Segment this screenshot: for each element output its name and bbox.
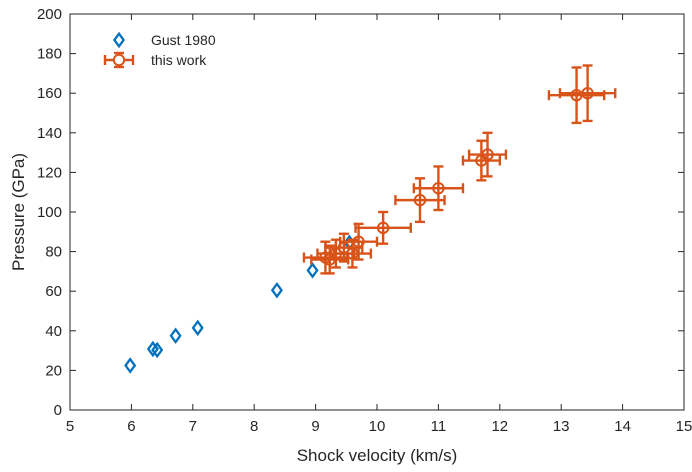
circle-marker: [481, 148, 494, 161]
ticks-layer: 5 6 7 8 9 10 11 12 13 14 15 0 20 40 60 80 100 120 140 160 18…: [37, 6, 692, 435]
y-axis-title: Pressure (GPa): [9, 153, 28, 271]
diamond-point-2: [151, 341, 164, 359]
x-tick-label-6: 11: [431, 418, 447, 435]
x-tick-label-8: 13: [553, 418, 570, 435]
y-tick-label-0: 0: [54, 402, 62, 419]
legend-label-series-1: Gust 1980: [151, 32, 216, 48]
diamond-point-0: [124, 357, 137, 374]
y-tick-label-10: 200: [37, 6, 62, 23]
x-tick-label-7: 12: [491, 418, 508, 435]
diamond-point-5: [270, 281, 283, 299]
x-tick-label-0: 5: [66, 418, 74, 435]
x-tick-label-4: 9: [311, 418, 319, 435]
y-tick-label-6: 120: [37, 164, 62, 181]
data-point-6: [354, 210, 412, 245]
x-tick-label-3: 8: [250, 418, 258, 435]
legend-marker-this-work: [103, 51, 135, 69]
diamond-point-6: [306, 262, 319, 279]
circle-marker: [581, 87, 594, 100]
x-tick-label-10: 15: [676, 418, 692, 435]
diamond-point-4: [191, 319, 204, 337]
data-point-7: [394, 177, 446, 224]
series-this-work: [302, 64, 617, 275]
circle-marker: [432, 182, 445, 195]
y-tick-label-9: 180: [37, 46, 62, 63]
legend-marker-gust-1980: [112, 31, 126, 49]
y-tick-label-3: 60: [45, 283, 62, 300]
x-tick-label-9: 14: [614, 418, 631, 435]
y-tick-label-5: 100: [37, 204, 62, 221]
y-tick-label-2: 40: [45, 323, 62, 340]
x-tick-label-5: 10: [369, 418, 386, 435]
x-tick-label-1: 6: [127, 418, 135, 435]
data-point-8: [412, 165, 465, 212]
data-point-5: [338, 222, 379, 261]
data-point-10: [467, 131, 508, 178]
data-point-12: [558, 64, 617, 123]
circle-marker: [376, 221, 390, 235]
y-tick-label-1: 20: [45, 362, 62, 379]
x-axis-title: Shock velocity (km/s): [297, 446, 458, 465]
data-point-3: [324, 232, 364, 263]
legend: Gust 1980 this work: [100, 27, 230, 73]
y-tick-label-7: 140: [37, 125, 62, 142]
y-tick-label-4: 80: [45, 244, 62, 261]
diamond-point-3: [169, 327, 182, 345]
legend-circle-marker: [112, 53, 126, 67]
y-tick-label-8: 160: [37, 85, 62, 102]
x-tick-label-2: 7: [189, 418, 197, 435]
data-layer: [124, 64, 617, 374]
legend-items: [103, 31, 135, 69]
circle-marker: [413, 193, 427, 207]
circle-marker: [352, 235, 365, 248]
plot-area: [70, 14, 684, 410]
legend-label-series-2: this work: [151, 52, 207, 68]
